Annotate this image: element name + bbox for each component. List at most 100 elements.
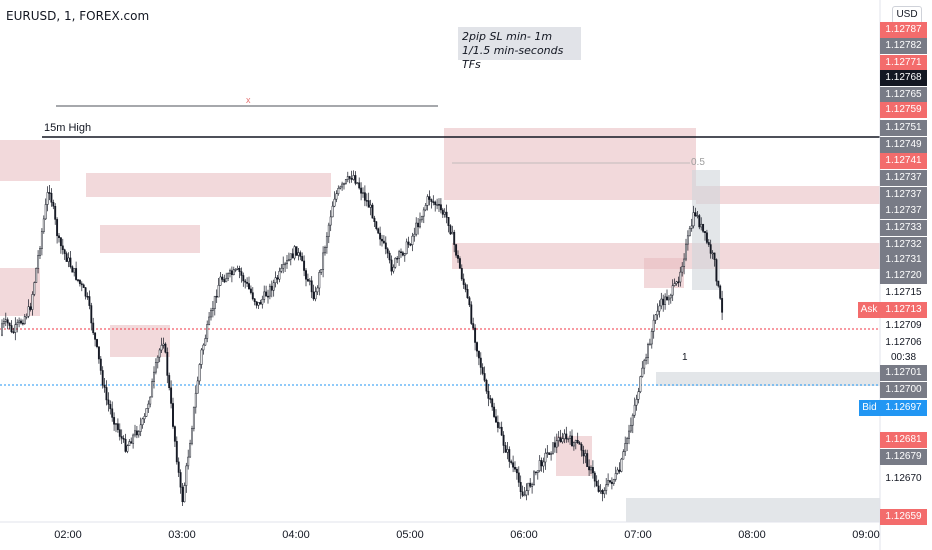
candle-body-198 — [377, 228, 380, 234]
price-label-24: 1.12679 — [880, 449, 927, 465]
candle-body-66 — [126, 445, 129, 452]
candle-body-330 — [628, 430, 630, 439]
candle-body-327 — [622, 451, 625, 460]
candle-body-5 — [10, 325, 13, 333]
price-label-16: 1.12715 — [885, 287, 922, 298]
candle-body-375 — [713, 252, 716, 260]
price-label-12: 1.12733 — [880, 220, 927, 236]
candle-body-356 — [677, 281, 680, 284]
candle-body-342 — [650, 331, 653, 345]
candle-body-300 — [571, 435, 573, 447]
time-tick-6: 08:00 — [738, 529, 766, 541]
candle-body-15 — [29, 306, 32, 310]
candle-body-23 — [44, 204, 47, 220]
candle-body-296 — [563, 433, 566, 440]
candle-body-237 — [451, 231, 454, 235]
annotation-note[interactable]: 2pip SL min- 1m 1/1.5 min-seconds TFs — [458, 27, 581, 71]
candle-body-163 — [310, 280, 313, 293]
candle-body-221 — [420, 215, 423, 221]
candle-body-13 — [25, 316, 28, 318]
candle-body-312 — [593, 472, 596, 482]
candle-body-323 — [614, 473, 617, 480]
candle-body-332 — [631, 414, 634, 426]
candle-body-35 — [67, 257, 70, 262]
candle-body-17 — [33, 282, 36, 295]
candle-body-294 — [559, 437, 562, 443]
price-label-11: 1.12737 — [880, 203, 927, 219]
candle-body-211 — [401, 252, 404, 256]
candle-body-86 — [164, 343, 167, 353]
candle-body-281 — [534, 471, 537, 474]
candle-body-220 — [419, 219, 421, 228]
candle-body-142 — [270, 285, 273, 291]
candle-body-200 — [381, 238, 383, 242]
candle-body-305 — [580, 444, 583, 451]
candle-body-160 — [305, 270, 307, 280]
currency-button[interactable]: USD — [892, 6, 922, 24]
candle-body-313 — [595, 480, 598, 487]
candle-body-174 — [331, 205, 334, 218]
candle-body-369 — [702, 223, 705, 232]
candle-body-90 — [172, 403, 174, 427]
price-label-20: 1.12701 — [880, 365, 927, 381]
zone-rect-2 — [100, 225, 200, 253]
candle-body-317 — [603, 490, 606, 495]
candle-body-27 — [52, 202, 55, 207]
high-15m-label: 15m High — [44, 122, 92, 134]
candle-body-335 — [637, 391, 640, 400]
candle-body-268 — [510, 461, 513, 463]
candle-body-293 — [557, 437, 560, 441]
candle-body-60 — [115, 423, 117, 425]
candle-body-367 — [698, 215, 701, 228]
candle-body-31 — [59, 237, 62, 247]
zone-rect-4 — [110, 325, 170, 357]
time-tick-4: 06:00 — [510, 529, 538, 541]
candle-body-201 — [382, 240, 385, 244]
candle-body-205 — [390, 259, 393, 272]
candle-body-267 — [508, 449, 511, 462]
candle-body-28 — [54, 206, 57, 220]
candle-body-283 — [538, 460, 541, 471]
candle-body-133 — [253, 298, 256, 302]
price-label-18: 1.12709 — [885, 320, 922, 331]
candles-layer — [1, 170, 724, 507]
price-label-14: 1.12731 — [880, 252, 927, 268]
candle-body-34 — [65, 253, 68, 262]
price-label-25: 1.12670 — [885, 473, 922, 484]
candle-body-146 — [278, 270, 281, 280]
candle-body-0 — [1, 323, 3, 336]
candle-body-75 — [143, 416, 146, 420]
candle-body-333 — [633, 404, 636, 416]
candle-body-227 — [432, 201, 435, 203]
candle-body-29 — [56, 219, 59, 237]
candle-body-183 — [348, 176, 351, 179]
candle-body-370 — [704, 231, 706, 234]
candle-body-203 — [386, 248, 389, 254]
candle-body-131 — [249, 288, 252, 293]
candle-body-240 — [457, 255, 459, 259]
candle-body-343 — [652, 319, 655, 332]
candle-body-98 — [187, 456, 190, 467]
candle-body-47 — [90, 305, 93, 324]
candle-body-166 — [316, 287, 319, 293]
candle-body-243 — [462, 278, 465, 285]
candle-body-303 — [576, 439, 579, 443]
candle-body-187 — [356, 182, 359, 184]
candle-body-116 — [221, 276, 224, 280]
candle-body-213 — [405, 241, 408, 254]
candle-body-195 — [371, 204, 374, 219]
candle-body-122 — [232, 269, 235, 275]
candle-body-63 — [120, 436, 123, 439]
candle-body-185 — [352, 175, 355, 180]
candle-body-242 — [460, 268, 463, 280]
candle-body-33 — [63, 249, 66, 254]
price-label-2: 1.12771 — [880, 55, 927, 71]
annotation-line-1: 2pip SL min- 1m — [462, 30, 553, 43]
candle-body-262 — [498, 426, 501, 429]
candle-body-258 — [491, 398, 494, 408]
candle-body-325 — [618, 469, 621, 472]
candle-body-188 — [358, 182, 361, 189]
candle-body-339 — [645, 357, 648, 361]
candle-body-196 — [373, 217, 376, 222]
